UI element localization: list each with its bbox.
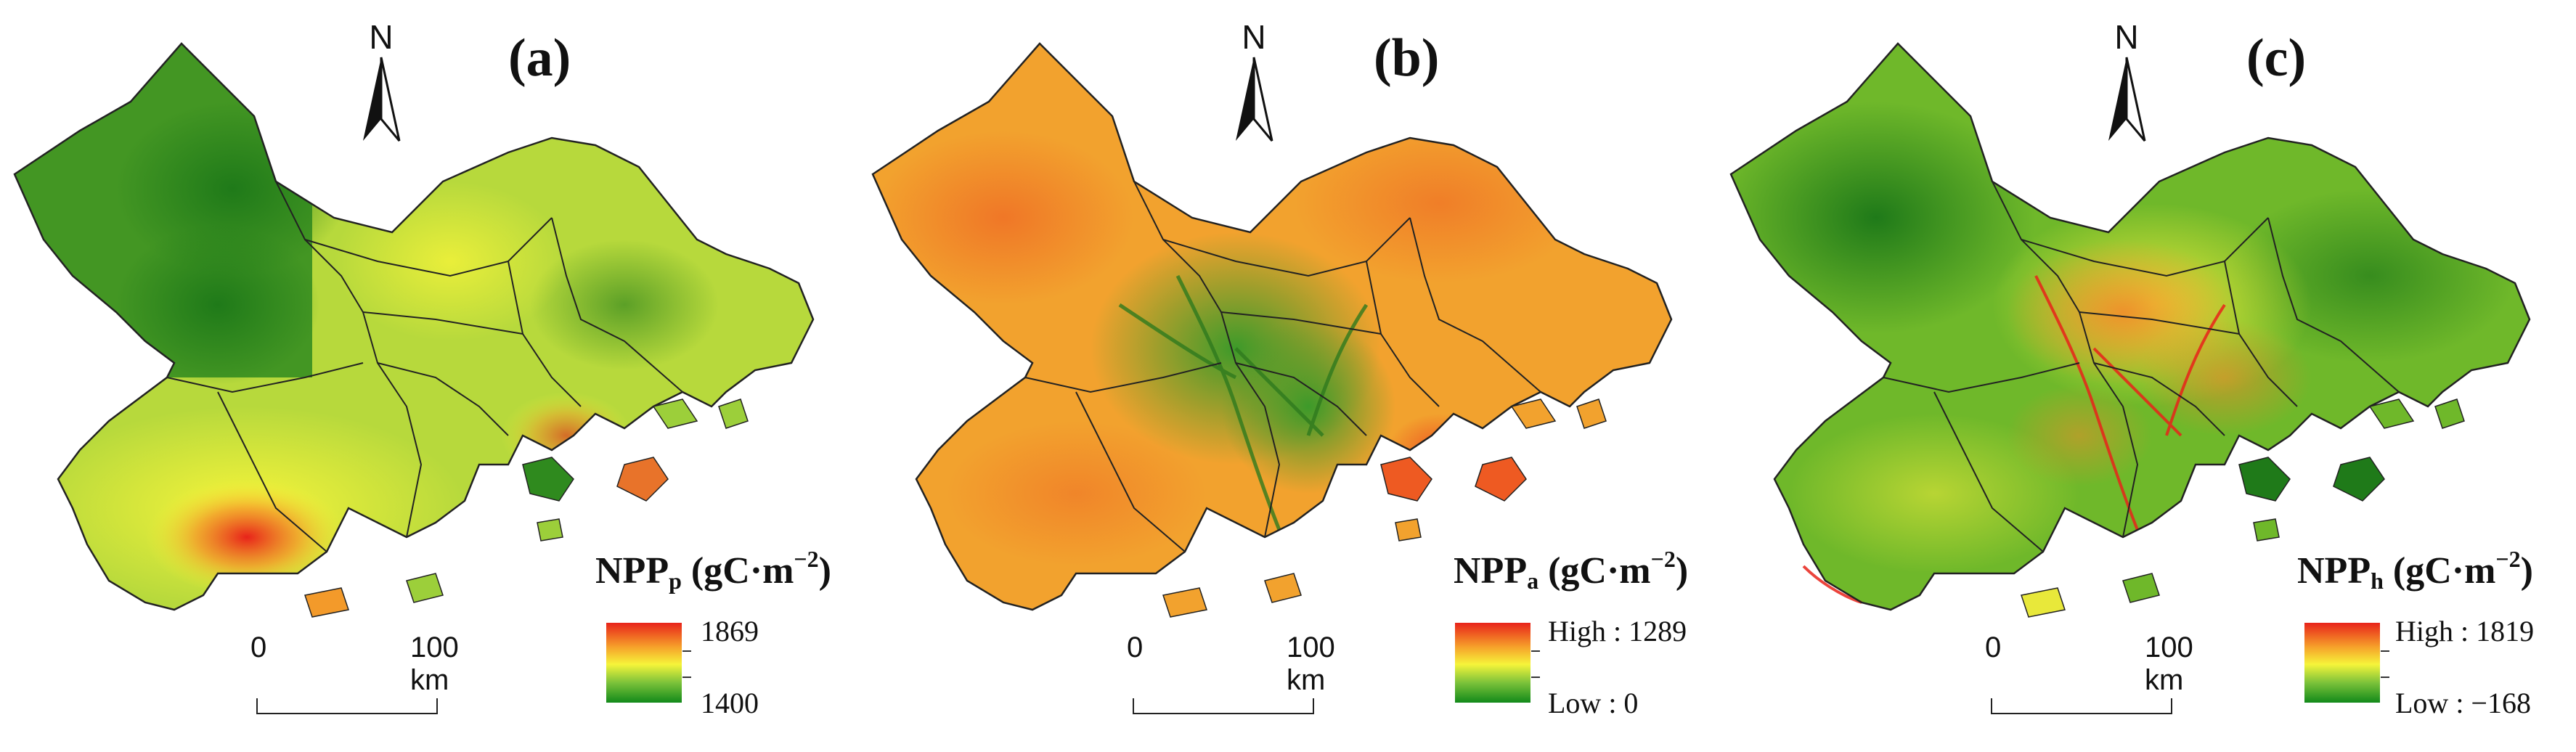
legend-high: High : 1289 bbox=[1548, 615, 1687, 647]
north-letter: N bbox=[2114, 18, 2139, 56]
scale-bar-line bbox=[1133, 698, 1314, 714]
scale-end: 100 km bbox=[1287, 632, 1335, 696]
legend-high: 1869 bbox=[701, 615, 759, 647]
scale-start: 0 bbox=[1985, 632, 2002, 663]
legend-title-sup: −2 bbox=[2495, 546, 2521, 572]
north-arrow-icon: N bbox=[2094, 17, 2159, 148]
legend-title-unit: (gC·m bbox=[681, 550, 794, 592]
panel-label: (a) bbox=[508, 28, 571, 88]
scale-bar-line bbox=[1991, 698, 2172, 714]
ramp-tick bbox=[1531, 650, 1540, 652]
legend-low: Low : −168 bbox=[2395, 687, 2531, 719]
legend-title-main: NPP bbox=[2297, 550, 2371, 592]
map-panel-c: (c) N 0 100 km NPPh (gC·m−2) High : 1819… bbox=[1716, 0, 2575, 752]
region-map-c bbox=[1729, 42, 2531, 618]
ramp-tick bbox=[682, 677, 691, 678]
scale-start: 0 bbox=[1127, 632, 1144, 663]
ramp-tick bbox=[2381, 677, 2389, 678]
legend-title: NPPp (gC·m−2) bbox=[595, 546, 831, 594]
map-panel-a: (a) N 0 100 km NPPp (gC·m−2) 1869 1400 bbox=[0, 0, 858, 752]
legend-title-close: ) bbox=[818, 550, 831, 592]
legend-low: 1400 bbox=[701, 687, 759, 719]
scale-bar: 0 100 km bbox=[1127, 632, 1345, 714]
ramp-tick bbox=[1531, 677, 1540, 678]
legend-title-main: NPP bbox=[595, 550, 669, 592]
north-arrow-icon: N bbox=[1221, 17, 1287, 148]
north-letter: N bbox=[1242, 18, 1266, 56]
panel-label: (c) bbox=[2246, 28, 2307, 88]
legend-title-sub: p bbox=[669, 568, 682, 594]
legend-title-close: ) bbox=[2520, 550, 2533, 592]
legend-title-sup: −2 bbox=[794, 546, 819, 572]
legend-title-sub: a bbox=[1527, 568, 1539, 594]
legend-low: Low : 0 bbox=[1548, 687, 1639, 719]
scale-end: 100 km bbox=[410, 632, 459, 696]
panel-label: (b) bbox=[1374, 28, 1440, 88]
map-panel-b: (b) N 0 100 km NPPa (gC·m−2) High : 1289… bbox=[858, 0, 1716, 752]
scale-bar: 0 100 km bbox=[1985, 632, 2203, 714]
legend-title: NPPa (gC·m−2) bbox=[1454, 546, 1688, 594]
ramp-tick bbox=[2381, 650, 2389, 652]
color-ramp bbox=[606, 623, 682, 703]
color-ramp bbox=[2304, 623, 2380, 703]
scale-bar: 0 100 km bbox=[250, 632, 468, 714]
color-ramp bbox=[1455, 623, 1530, 703]
scale-start: 0 bbox=[250, 632, 267, 663]
region-map-a bbox=[13, 42, 815, 618]
legend-title-sub: h bbox=[2371, 568, 2384, 594]
north-arrow-icon: N bbox=[349, 17, 414, 148]
legend-title-main: NPP bbox=[1454, 550, 1528, 592]
legend-title-sup: −2 bbox=[1650, 546, 1676, 572]
legend-high: High : 1819 bbox=[2395, 615, 2535, 647]
legend-title: NPPh (gC·m−2) bbox=[2297, 546, 2533, 594]
legend-title-unit: (gC·m bbox=[1538, 550, 1651, 592]
ramp-tick bbox=[682, 650, 691, 652]
legend-title-close: ) bbox=[1675, 550, 1689, 592]
north-letter: N bbox=[369, 18, 394, 56]
scale-end: 100 km bbox=[2145, 632, 2193, 696]
scale-bar-line bbox=[256, 698, 438, 714]
legend-title-unit: (gC·m bbox=[2383, 550, 2496, 592]
